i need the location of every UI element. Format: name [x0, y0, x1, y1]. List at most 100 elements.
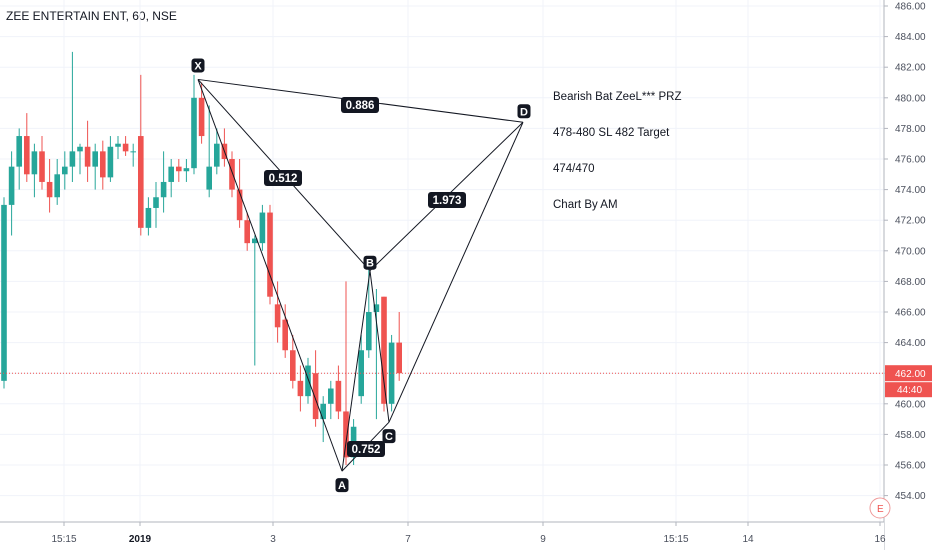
price-tick-label: 484.00: [895, 32, 926, 43]
pattern-point-a[interactable]: A: [335, 478, 349, 493]
candle-body: [1, 204, 7, 381]
ratio-label-a-c[interactable]: 0.752: [347, 441, 385, 457]
point-label-box: [335, 478, 349, 493]
candle-body: [77, 146, 83, 152]
alert-icon-glyph: E: [877, 504, 884, 515]
candle-body: [62, 166, 68, 175]
countdown-label: 44:40: [897, 385, 922, 396]
alert-icon[interactable]: [869, 497, 891, 519]
point-label: D: [520, 106, 528, 118]
candle-body: [69, 151, 76, 167]
ratio-text: 0.752: [352, 444, 381, 456]
candle-body: [328, 388, 334, 404]
time-tick-label: 15:15: [663, 534, 688, 545]
ratio-label-x-d[interactable]: 0.886: [341, 97, 379, 113]
ratio-text: 0.886: [346, 100, 375, 112]
price-tick-label: 466.00: [895, 308, 926, 319]
price-tick-label: 480.00: [895, 93, 926, 104]
price-tick-label: 460.00: [895, 399, 926, 410]
candle-body: [145, 207, 152, 228]
candle-body: [31, 151, 38, 175]
annotation-line: Chart By AM: [553, 199, 618, 211]
time-axis[interactable]: 15:15 2019 3 7 9 15:15 14 16: [0, 521, 886, 550]
candle-body: [297, 380, 304, 397]
candle-body: [396, 342, 402, 374]
candle-body: [267, 212, 273, 297]
candle-body: [100, 151, 106, 178]
last-price-label: 462.00: [895, 369, 926, 380]
point-label-box: [363, 255, 377, 270]
pattern-point-b[interactable]: B: [363, 255, 377, 270]
point-label-box: [191, 58, 205, 73]
time-tick-label: 2019: [129, 534, 152, 545]
candle-body: [191, 97, 197, 169]
ratio-text: 0.512: [269, 173, 298, 185]
candle-body: [320, 403, 326, 420]
pattern-point-d[interactable]: D: [517, 104, 531, 119]
price-tick-label: 458.00: [895, 430, 926, 441]
candle-body: [373, 304, 380, 312]
ratio-label-b-d[interactable]: 1.973: [428, 192, 466, 208]
annotation-line: Bearish Bat ZeeL*** PRZ: [553, 91, 682, 103]
candle-body: [138, 136, 144, 228]
time-tick-label: 14: [742, 534, 754, 545]
candle-body: [176, 166, 182, 172]
price-axis[interactable]: 486.00 484.00 482.00 480.00 478.00 476.00 474.…: [869, 0, 932, 550]
grid: [0, 0, 884, 522]
candle-body: [343, 411, 349, 458]
ratio-label-x-b[interactable]: 0.512: [264, 170, 302, 186]
candle-body: [46, 181, 53, 198]
candle-body: [282, 319, 288, 351]
annotation-line: 478-480 SL 482 Target: [553, 127, 670, 139]
ratio-box: [264, 170, 302, 186]
candle-body: [84, 146, 91, 167]
pattern-leg-cd: [388, 122, 524, 423]
price-tick-label: 468.00: [895, 277, 926, 288]
countdown-badge: [885, 382, 932, 398]
pattern-leg-ab: [341, 270, 371, 472]
price-tick-label: 454.00: [895, 491, 926, 502]
price-tick-label: 476.00: [895, 155, 926, 166]
pattern-point-x[interactable]: X: [191, 58, 205, 73]
time-tick-label: 15:15: [51, 534, 76, 545]
candle-body: [160, 181, 167, 198]
pattern-annotation[interactable]: Bearish Bat ZeeL*** PRZ 478-480 SL 482 T…: [553, 67, 681, 223]
time-tick-label: 7: [405, 534, 411, 545]
pattern-leg-bc: [369, 270, 390, 423]
price-tick-label: 482.00: [895, 63, 926, 74]
candle-body: [259, 212, 266, 244]
point-label-box: [382, 429, 396, 444]
point-label: B: [366, 258, 374, 270]
point-label-box: [517, 104, 531, 119]
ratio-box: [341, 97, 379, 113]
candle-body: [107, 146, 114, 178]
price-tick-label: 456.00: [895, 461, 926, 472]
ratio-box: [428, 192, 466, 208]
time-axis-bg: [0, 522, 884, 550]
price-tick-label: 486.00: [895, 2, 926, 13]
candle-body: [335, 380, 342, 412]
candle-body: [214, 143, 220, 167]
candle-body: [198, 97, 205, 137]
candle-body: [366, 312, 372, 351]
pattern-point-c[interactable]: C: [382, 429, 396, 444]
candle-body: [358, 350, 364, 397]
last-price-badge: [885, 365, 932, 382]
candle-body: [252, 238, 258, 244]
candle-body: [54, 174, 60, 198]
chart-title: ZEE ENTERTAIN ENT, 60, NSE: [6, 9, 177, 23]
ratio-box: [347, 441, 385, 457]
candle-body: [183, 168, 190, 172]
candle-body: [236, 189, 243, 221]
candle-body: [39, 151, 45, 182]
price-tick-label: 470.00: [895, 246, 926, 257]
candle-body: [244, 220, 250, 244]
candle-body: [16, 136, 22, 167]
harmonic-pattern[interactable]: X A B C D 0.512 0.886 0.752 1.973: [191, 58, 531, 493]
time-tick-label: 3: [270, 534, 276, 545]
candle-body: [130, 151, 136, 153]
candle-body: [153, 197, 159, 208]
candle-body: [206, 166, 212, 190]
candle-body: [168, 166, 174, 182]
